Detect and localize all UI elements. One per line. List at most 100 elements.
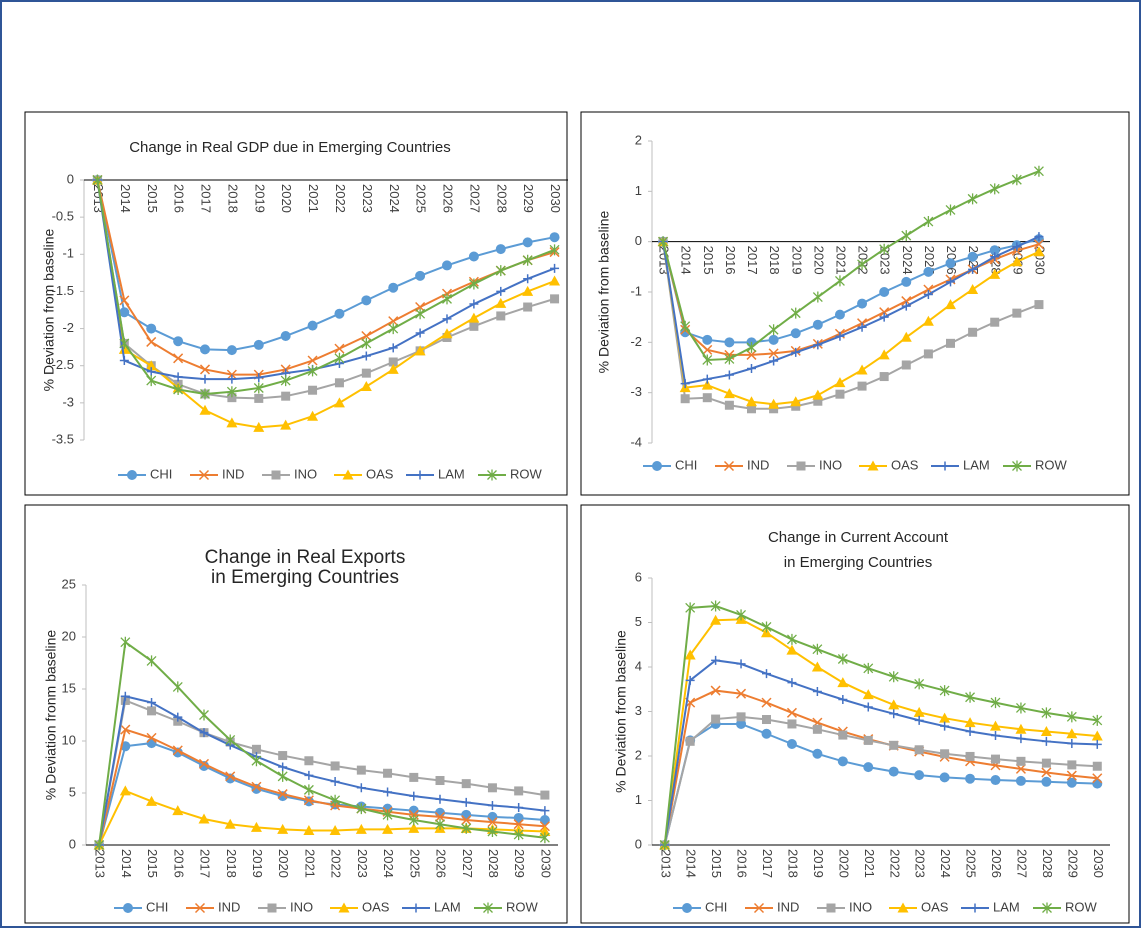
- chart-title: Change in Current Account: [768, 529, 949, 546]
- data-point: [769, 356, 779, 366]
- legend-label: OAS: [891, 457, 919, 472]
- data-point: [119, 785, 131, 796]
- data-point: [761, 697, 772, 708]
- data-point: [945, 258, 956, 269]
- y-tick-label: -1.5: [52, 283, 74, 298]
- x-tick-label: 2020: [811, 246, 826, 275]
- legend-marker: [723, 460, 735, 472]
- data-point: [226, 386, 237, 398]
- x-tick-label: 2022: [329, 849, 344, 878]
- data-point: [307, 410, 319, 421]
- data-point: [225, 734, 236, 746]
- data-point: [761, 728, 772, 739]
- y-tick-label: 10: [62, 732, 76, 747]
- x-tick-label: 2020: [279, 184, 294, 213]
- data-point: [539, 825, 551, 836]
- data-point: [701, 379, 713, 390]
- data-point: [513, 819, 524, 830]
- x-tick-label: 2015: [701, 246, 716, 275]
- data-point: [1033, 246, 1045, 257]
- data-point: [923, 266, 934, 277]
- data-point: [383, 787, 393, 797]
- data-point: [857, 322, 867, 332]
- data-point: [1092, 773, 1103, 784]
- data-point: [1040, 726, 1052, 737]
- data-point: [199, 404, 211, 415]
- data-point: [946, 277, 955, 287]
- y-tick-label: 1: [635, 792, 642, 807]
- x-tick-label: 2021: [862, 849, 877, 878]
- x-tick-label: 2027: [467, 184, 482, 213]
- data-point: [768, 348, 779, 359]
- data-point: [334, 378, 344, 388]
- y-tick-label: 0: [635, 836, 642, 851]
- data-point: [786, 644, 798, 655]
- series-line: [96, 179, 555, 381]
- x-tick-label: 2014: [679, 246, 694, 275]
- x-tick-label: 2015: [145, 849, 160, 878]
- data-point: [762, 669, 771, 679]
- data-point: [356, 803, 367, 815]
- data-point: [550, 263, 560, 273]
- data-point: [990, 775, 1001, 786]
- data-point: [199, 728, 209, 738]
- data-point: [1067, 739, 1077, 749]
- data-point: [200, 344, 210, 355]
- data-point: [1033, 239, 1044, 250]
- data-point: [989, 183, 1000, 195]
- data-point: [172, 805, 184, 816]
- x-tick-label: 2022: [887, 849, 902, 878]
- data-point: [914, 770, 925, 781]
- data-point: [1041, 736, 1051, 746]
- data-point: [913, 706, 925, 717]
- data-point: [539, 832, 550, 844]
- data-point: [747, 404, 756, 414]
- data-point: [888, 671, 899, 683]
- x-tick-label: 2016: [723, 246, 738, 275]
- data-point: [659, 839, 670, 851]
- data-point: [330, 777, 340, 787]
- legend-label: ROW: [506, 899, 539, 914]
- legend-marker: [198, 469, 210, 481]
- data-point: [710, 600, 721, 612]
- data-point: [387, 363, 399, 374]
- data-point: [888, 766, 899, 777]
- data-point: [513, 829, 524, 841]
- x-tick-label: 2018: [225, 184, 240, 213]
- data-point: [1033, 165, 1044, 177]
- data-point: [173, 372, 183, 382]
- data-point: [549, 232, 560, 243]
- data-point: [812, 748, 823, 759]
- data-point: [388, 357, 398, 367]
- data-point: [1092, 761, 1102, 771]
- data-point: [791, 401, 801, 411]
- data-point: [1012, 242, 1022, 252]
- data-point: [1066, 777, 1077, 788]
- data-point: [736, 659, 746, 669]
- data-point: [514, 803, 524, 813]
- x-tick-label: 2014: [118, 184, 133, 213]
- y-axis-label: % Deviation from baseline: [613, 630, 629, 793]
- data-point: [1015, 702, 1026, 714]
- data-point: [940, 721, 950, 731]
- data-point: [990, 317, 1000, 327]
- data-point: [863, 702, 873, 712]
- data-point: [382, 823, 394, 834]
- data-point: [496, 311, 506, 321]
- data-point: [1015, 723, 1027, 734]
- data-point: [435, 818, 445, 830]
- data-point: [254, 393, 264, 403]
- data-point: [224, 818, 236, 829]
- data-point: [496, 286, 506, 296]
- data-point: [198, 813, 210, 824]
- data-point: [487, 811, 498, 822]
- x-tick-label: 2021: [306, 184, 321, 213]
- data-point: [280, 331, 291, 341]
- x-tick-label: 2028: [494, 184, 509, 213]
- data-point: [303, 795, 314, 806]
- data-point: [469, 299, 479, 309]
- data-point: [409, 791, 419, 801]
- data-point: [746, 349, 757, 360]
- data-point: [147, 698, 157, 708]
- x-tick-label: 2025: [407, 849, 422, 878]
